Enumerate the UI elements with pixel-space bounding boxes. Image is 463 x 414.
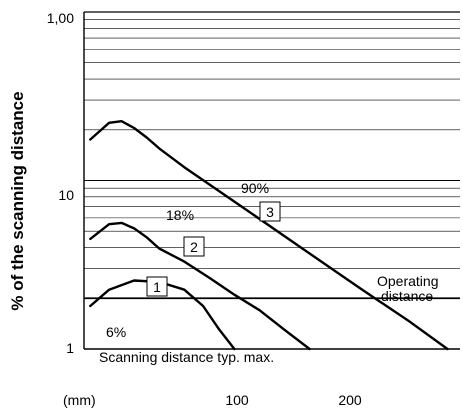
y-tick-label-top: 1,00 bbox=[47, 10, 74, 26]
tick-labels: 1,00 10 1 (mm) 100 200 bbox=[47, 10, 362, 408]
curve-3-90-percent bbox=[89, 120, 449, 351]
annotations: 90% 18% 6% Scanning distance typ. max. O… bbox=[99, 180, 438, 365]
label-90-percent: 90% bbox=[241, 180, 269, 196]
curve-2-18-percent bbox=[89, 221, 311, 351]
x-tick-label-100: 100 bbox=[225, 392, 249, 408]
curve-3-box bbox=[259, 201, 281, 222]
curve-3-number: 3 bbox=[266, 204, 274, 220]
label-18-percent: 18% bbox=[166, 207, 194, 223]
series-lines bbox=[89, 120, 449, 351]
curve-2-box bbox=[183, 236, 205, 257]
operating-label-line1: Operating bbox=[377, 273, 438, 289]
y-tick-label-bottom: 1 bbox=[66, 340, 74, 356]
x-tick-label-200: 200 bbox=[338, 392, 362, 408]
operating-label-line2: distance bbox=[381, 288, 433, 304]
x-unit-label: (mm) bbox=[63, 392, 96, 408]
grid bbox=[84, 11, 460, 350]
curve-2-number: 2 bbox=[190, 239, 198, 255]
curve-1-number: 1 bbox=[153, 279, 161, 295]
curve-1-6-percent bbox=[89, 279, 236, 351]
y-tick-label-mid: 10 bbox=[58, 187, 74, 203]
label-6-percent: 6% bbox=[106, 324, 126, 340]
footnote-scanning-distance: Scanning distance typ. max. bbox=[99, 349, 274, 365]
curve-number-boxes: 1 2 3 bbox=[146, 201, 281, 297]
axis-frame bbox=[83, 11, 460, 350]
curve-1-box bbox=[146, 276, 168, 297]
